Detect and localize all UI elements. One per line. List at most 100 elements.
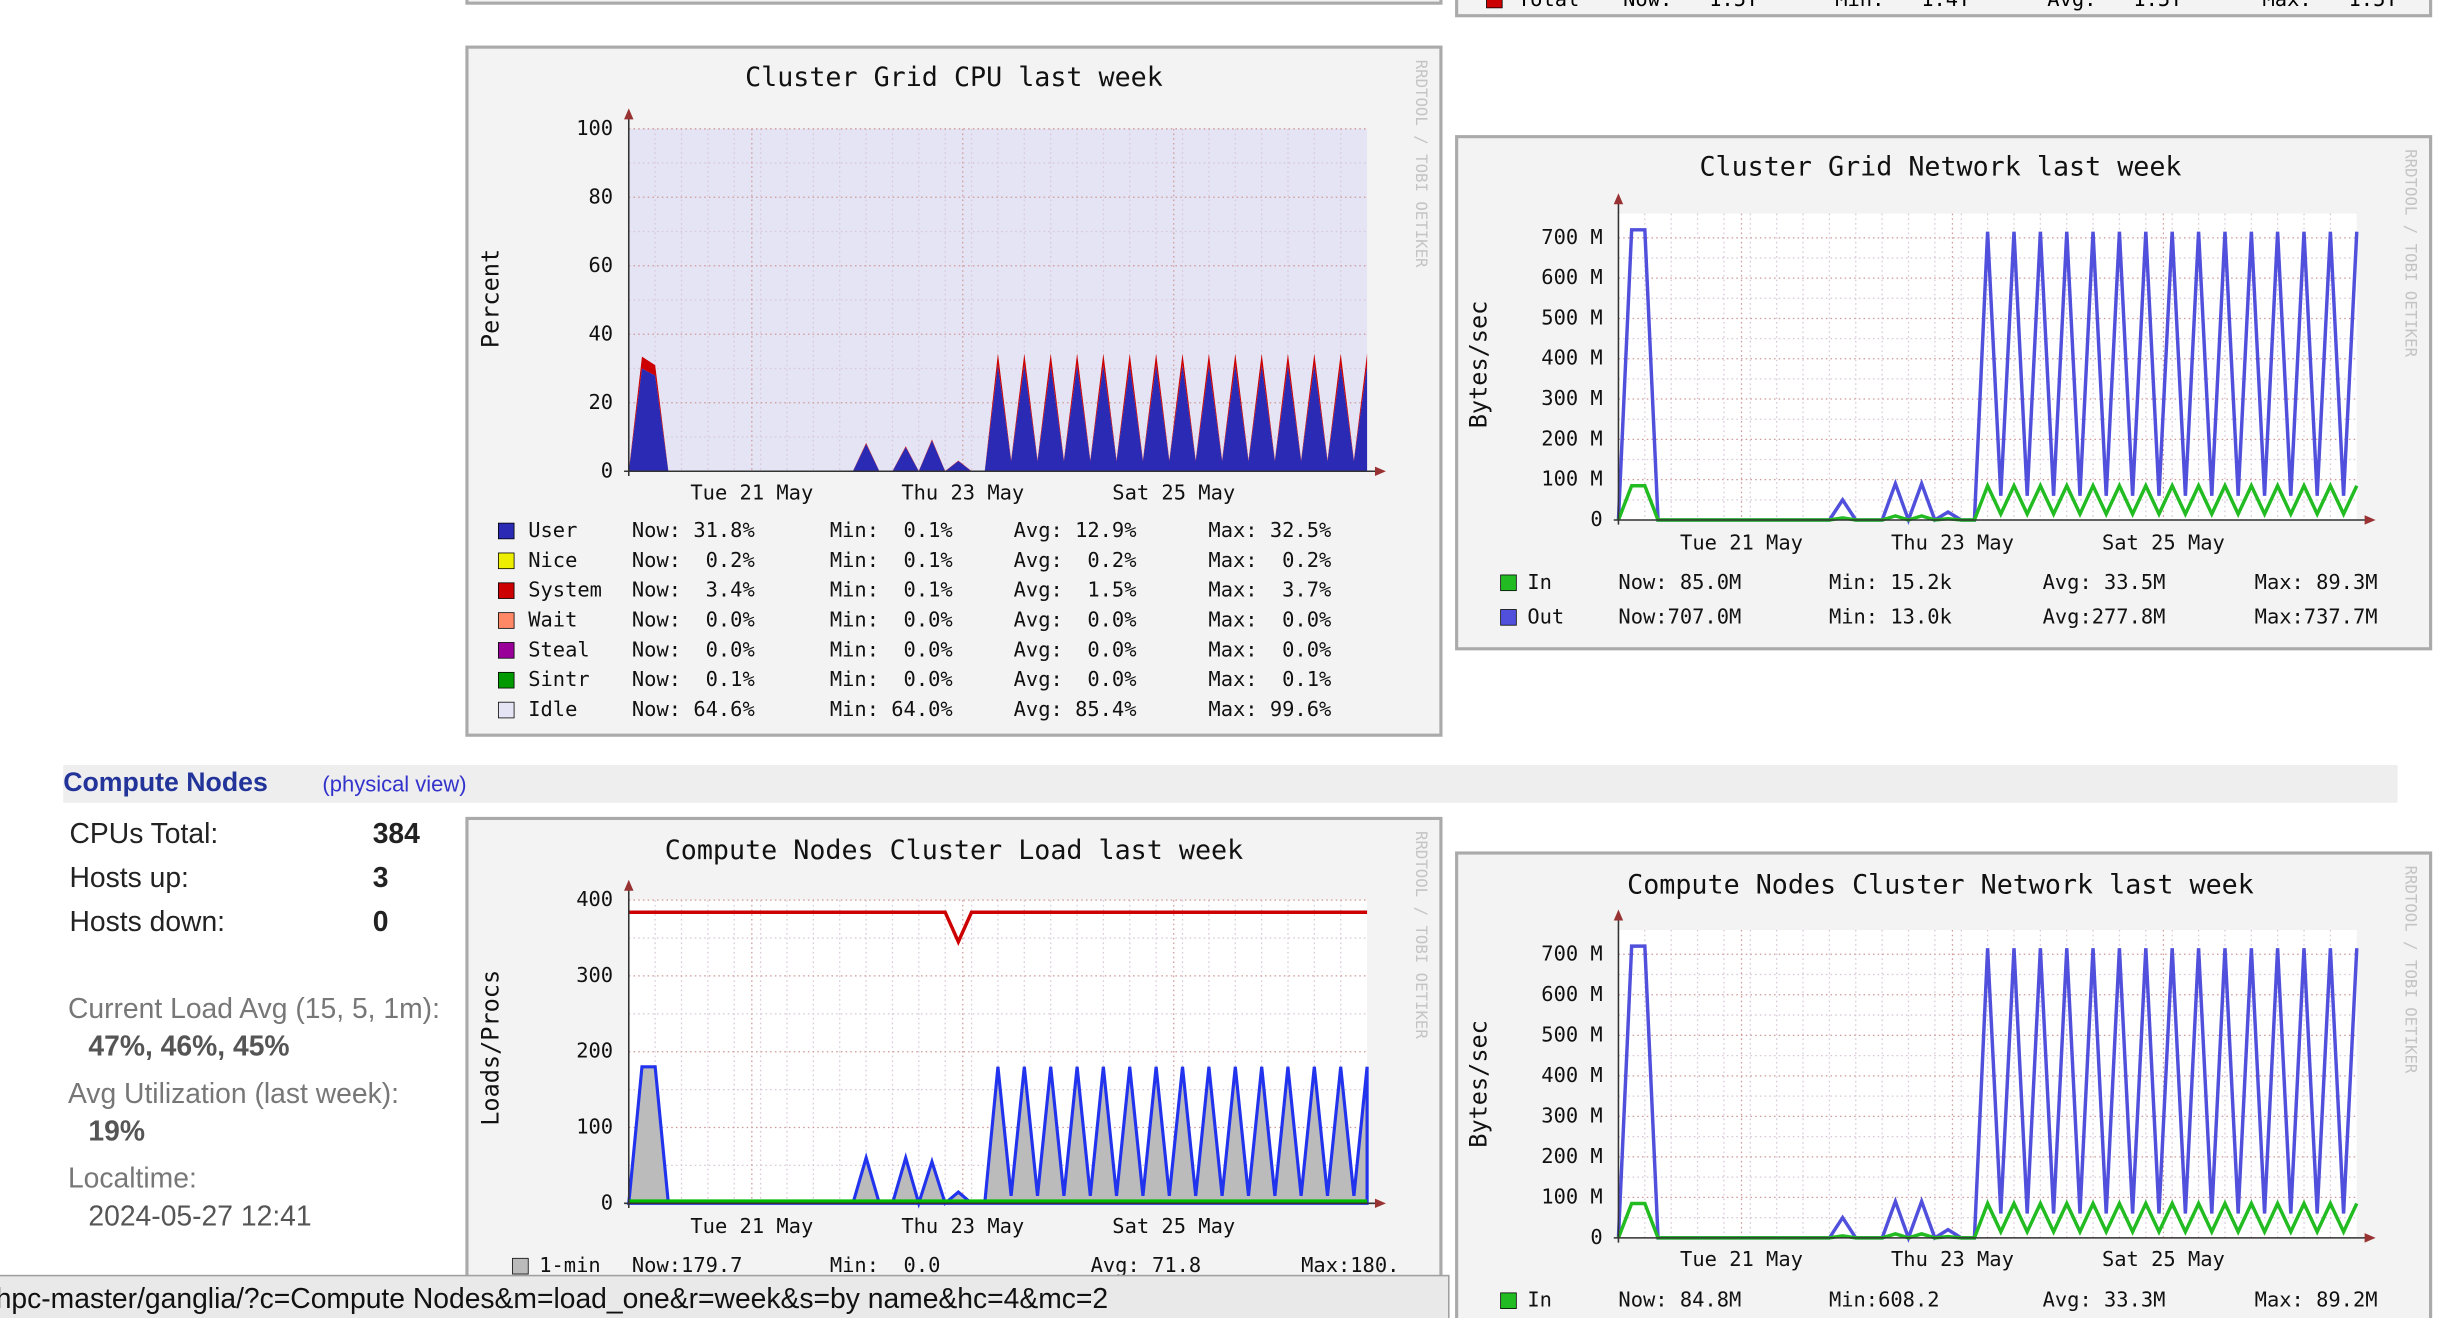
legend-stat: Avg: 71.8 [1091, 1253, 1202, 1277]
legend-stat: Max: 0.0% [1208, 608, 1331, 632]
legend-stat: Now: 85.0M [1618, 570, 1741, 594]
legend-stat: Max: 0.0% [1208, 637, 1331, 661]
legend-stat: Max:180. [1301, 1253, 1399, 1277]
y-tick-label: 400 M [1541, 1063, 1602, 1087]
summary: Current Load Avg (15, 5, 1m): 47%, 46%, … [67, 992, 440, 1232]
legend-swatch [512, 1257, 529, 1275]
graph-frame [1455, 0, 2433, 18]
x-tick-label: Tue 21 May [1680, 531, 1803, 555]
legend-stat: Min: 13.0k [1829, 604, 1952, 628]
legend-stat: Min: 15.2k [1829, 570, 1952, 594]
legend-stat: Min: 0.0% [830, 608, 953, 632]
y-tick-label: 100 [576, 116, 613, 140]
y-tick-label: 700 M [1541, 941, 1602, 965]
legend-swatch [497, 522, 515, 540]
y-tick-label: 400 M [1541, 346, 1602, 370]
y-tick-label: 500 M [1541, 1022, 1602, 1046]
y-tick-label: 20 [588, 390, 613, 414]
graph-title: Compute Nodes Cluster Network last week [1627, 869, 2254, 900]
legend-swatch [497, 552, 515, 570]
legend-stat: Avg:277.8M [2043, 604, 2166, 628]
summary-value: 2024-05-27 12:41 [88, 1200, 312, 1232]
legend-name: 1-min [539, 1253, 600, 1277]
summary-label: Avg Utilization (last week): [67, 1077, 400, 1110]
legend-name: Idle [528, 697, 577, 721]
legend-stat: Min: 1.4T [1835, 0, 1970, 11]
legend-stat: Max: 99.6% [1208, 697, 1331, 721]
legend-stat: Max: 0.2% [1208, 548, 1331, 572]
x-tick-label: Thu 23 May [1891, 531, 2014, 555]
legend-stat: Avg: 85.4% [1014, 697, 1137, 721]
legend-swatch [1500, 609, 1517, 626]
x-tick-label: Tue 21 May [690, 1214, 813, 1238]
legend-stat: Now: 0.0% [632, 608, 755, 632]
legend-name: Out [1527, 604, 1564, 628]
y-axis-label: Bytes/sec [1465, 301, 1493, 429]
y-tick-label: 0 [1590, 507, 1602, 531]
summary-label: Current Load Avg (15, 5, 1m): [67, 992, 440, 1025]
status-url: hpc-master/ganglia/?c=Compute Nodes&m=lo… [0, 1282, 1108, 1314]
y-tick-label: 500 M [1541, 305, 1602, 329]
y-tick-label: 100 M [1541, 1184, 1602, 1208]
watermark: RRDTOOL / TOBI OETIKER [2402, 866, 2421, 1074]
watermark: RRDTOOL / TOBI OETIKER [1412, 831, 1431, 1039]
legend-stat: Avg: 0.0% [1014, 608, 1137, 632]
axis-arrow [624, 879, 634, 891]
graph-title: Compute Nodes Cluster Load last week [665, 835, 1243, 866]
section-link[interactable]: (physical view) [322, 771, 466, 796]
graph-title: Cluster Grid Network last week [1699, 152, 2181, 183]
legend-swatch [497, 701, 515, 719]
axis-arrow [2364, 1233, 2376, 1243]
y-tick-label: 200 M [1541, 1144, 1602, 1168]
legend-stat: Max: 89.2M [2255, 1288, 2378, 1312]
legend-stat: Now:707.0M [1618, 604, 1741, 628]
stat-label: Hosts up: [70, 861, 189, 893]
legend-name: System [528, 578, 602, 602]
status-bar [0, 1274, 1450, 1318]
y-tick-label: 100 M [1541, 467, 1602, 491]
legend-name: Steal [528, 637, 589, 661]
y-axis-label: Percent [477, 249, 505, 348]
stat-value: 0 [373, 905, 389, 937]
legend-stat: Min: 64.0% [830, 697, 953, 721]
y-tick-label: 0 [1590, 1225, 1602, 1249]
legend-stat: Avg: 0.0% [1014, 667, 1137, 691]
x-tick-label: Sat 25 May [2102, 531, 2225, 555]
graph-frame [465, 0, 1443, 5]
y-tick-label: 300 M [1541, 386, 1602, 410]
legend-stat: Now: 0.2% [632, 548, 755, 572]
axis-arrow [1374, 466, 1386, 476]
legend-stat: Avg: 0.0% [1014, 637, 1137, 661]
axis-arrow [1374, 1198, 1386, 1209]
axis-arrow [624, 108, 634, 120]
x-tick-label: Sat 25 May [1112, 480, 1235, 504]
x-tick-label: Sat 25 May [1112, 1214, 1235, 1238]
legend-stat: Now: 0.1% [632, 667, 755, 691]
legend-name: Nice [528, 548, 577, 572]
legend-swatch [1500, 1292, 1517, 1309]
legend-stat: Min: 0.1% [830, 578, 953, 602]
y-tick-label: 200 [576, 1039, 613, 1063]
section-bar [63, 765, 2398, 803]
legend-stat: Max: 32.5% [1208, 518, 1331, 542]
summary-value: 19% [88, 1115, 145, 1147]
legend-stat: Min: 0.0 [830, 1253, 941, 1277]
stat-label: CPUs Total: [70, 817, 219, 849]
x-tick-label: Thu 23 May [1891, 1247, 2014, 1271]
watermark: RRDTOOL / TOBI OETIKER [1412, 60, 1431, 268]
y-axis-label: Bytes/sec [1465, 1020, 1493, 1148]
section-title: Compute Nodes [63, 767, 268, 797]
y-tick-label: 300 M [1541, 1103, 1602, 1127]
y-tick-label: 80 [588, 184, 613, 208]
x-tick-label: Thu 23 May [901, 1214, 1024, 1238]
y-tick-label: 400 [576, 887, 613, 911]
legend-name: Wait [528, 608, 577, 632]
x-tick-label: Thu 23 May [901, 480, 1024, 504]
axis-arrow [1613, 193, 1624, 205]
legend-stat: Now: 0.0% [632, 637, 755, 661]
legend-swatch [497, 612, 515, 629]
stat-label: Hosts down: [70, 905, 226, 937]
y-tick-label: 600 M [1541, 265, 1602, 289]
